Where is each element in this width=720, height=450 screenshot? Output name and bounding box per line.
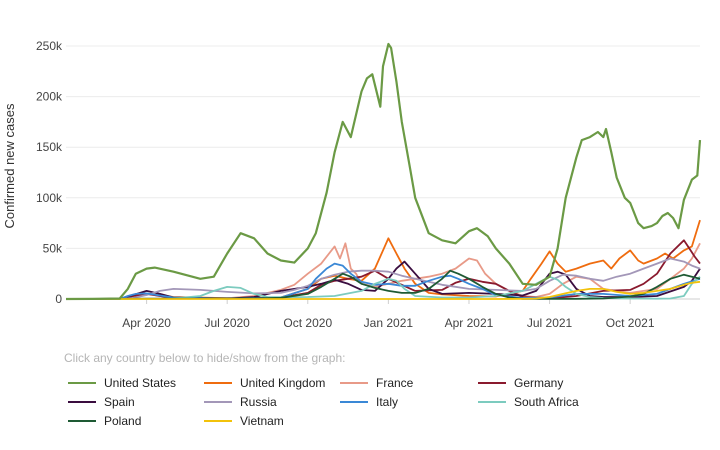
- y-axis-label: Confirmed new cases: [2, 103, 17, 228]
- legend-label: South Africa: [514, 395, 579, 409]
- y-tick-label: 100k: [36, 191, 63, 205]
- y-tick-label: 200k: [36, 90, 63, 104]
- x-tick-label: Oct 2021: [606, 316, 655, 330]
- legend-item-russia[interactable]: Russia: [204, 393, 277, 411]
- series-lines: [65, 42, 702, 301]
- y-tick-label: 50k: [43, 241, 63, 255]
- x-axis-ticks: Apr 2020 Jul 2020 Oct 2020 Jan 2021 Apr 2021…: [122, 299, 655, 330]
- series-line-united-states: [65, 42, 702, 301]
- legend-swatch: [204, 401, 232, 403]
- legend-label: Russia: [240, 395, 277, 409]
- legend-hint: Click any country below to hide/show fro…: [64, 351, 346, 365]
- chart-area: 0 50k 100k 150k 200k 250k Apr 2020 Jul 2020 Oct…: [2, 39, 702, 330]
- legend-swatch: [68, 401, 96, 403]
- legend-label: Spain: [104, 395, 135, 409]
- legend-swatch: [68, 382, 96, 384]
- series-line-russia: [66, 257, 701, 300]
- y-tick-label: 150k: [36, 140, 63, 154]
- x-tick-label: Apr 2020: [122, 316, 171, 330]
- legend-swatch: [68, 420, 96, 422]
- legend-swatch: [478, 382, 506, 384]
- legend-item-united-states[interactable]: United States: [68, 374, 176, 392]
- legend-item-italy[interactable]: Italy: [340, 393, 398, 411]
- series-line-poland: [65, 269, 701, 300]
- legend-label: Vietnam: [240, 414, 284, 428]
- legend-swatch: [478, 401, 506, 403]
- legend-swatch: [340, 382, 368, 384]
- legend-swatch: [204, 420, 232, 422]
- legend-label: Germany: [514, 376, 564, 390]
- legend-swatch: [340, 401, 368, 403]
- series-line-italy: [66, 262, 701, 300]
- x-tick-label: Jul 2021: [527, 316, 573, 330]
- y-tick-label: 250k: [36, 39, 63, 53]
- legend-item-spain[interactable]: Spain: [68, 393, 135, 411]
- legend-label: Italy: [376, 395, 399, 409]
- legend-item-poland[interactable]: Poland: [68, 412, 141, 430]
- x-tick-label: Oct 2020: [283, 316, 332, 330]
- legend-label: United States: [104, 376, 177, 390]
- legend-item-germany[interactable]: Germany: [478, 374, 563, 392]
- x-tick-label: Jan 2021: [364, 316, 414, 330]
- legend-label: France: [376, 376, 414, 390]
- legend-item-south-africa[interactable]: South Africa: [478, 393, 579, 411]
- x-tick-label: Apr 2021: [445, 316, 494, 330]
- x-tick-label: Jul 2020: [204, 316, 250, 330]
- y-axis-ticks: 0 50k 100k 150k 200k 250k: [36, 39, 63, 306]
- legend-label: United Kingdom: [240, 376, 326, 390]
- legend-item-france[interactable]: France: [340, 374, 413, 392]
- legend-label: Poland: [104, 414, 142, 428]
- legend-swatch: [204, 382, 232, 384]
- series-line-vietnam: [66, 280, 701, 300]
- legend-item-united-kingdom[interactable]: United Kingdom: [204, 374, 325, 392]
- series-line-united-kingdom: [66, 219, 701, 300]
- y-tick-label: 0: [55, 292, 62, 306]
- legend-item-vietnam[interactable]: Vietnam: [204, 412, 284, 430]
